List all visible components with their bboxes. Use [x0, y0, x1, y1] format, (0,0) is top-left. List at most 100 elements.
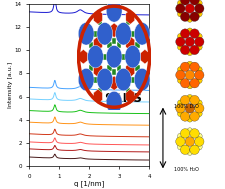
Circle shape [189, 45, 198, 55]
Circle shape [175, 70, 184, 80]
Circle shape [186, 0, 192, 1]
Circle shape [78, 68, 94, 91]
Circle shape [124, 46, 140, 68]
Circle shape [196, 100, 201, 106]
Polygon shape [93, 89, 102, 104]
Polygon shape [79, 49, 88, 64]
Circle shape [177, 67, 182, 73]
Circle shape [177, 100, 182, 106]
Circle shape [106, 46, 122, 68]
Circle shape [177, 44, 182, 50]
Circle shape [196, 11, 201, 17]
Circle shape [175, 104, 184, 113]
Polygon shape [126, 19, 130, 25]
Circle shape [134, 22, 149, 45]
Circle shape [180, 129, 189, 138]
Polygon shape [107, 65, 111, 71]
Circle shape [184, 37, 194, 46]
Text: 100% D₂O: 100% D₂O [173, 104, 198, 109]
Polygon shape [125, 36, 134, 51]
Circle shape [196, 0, 201, 6]
Circle shape [194, 37, 203, 46]
Circle shape [186, 28, 192, 34]
Circle shape [180, 45, 189, 55]
Circle shape [175, 137, 184, 146]
Circle shape [196, 144, 201, 150]
Circle shape [180, 112, 189, 121]
Polygon shape [130, 77, 134, 83]
Circle shape [78, 22, 94, 45]
Polygon shape [112, 69, 116, 75]
Polygon shape [93, 31, 97, 37]
Polygon shape [125, 89, 134, 104]
Polygon shape [130, 31, 134, 37]
Polygon shape [98, 19, 102, 25]
Circle shape [180, 95, 189, 105]
Polygon shape [93, 36, 102, 51]
Circle shape [97, 68, 112, 91]
Circle shape [115, 22, 131, 45]
Polygon shape [88, 42, 92, 48]
Circle shape [189, 95, 198, 105]
Circle shape [180, 0, 189, 5]
Circle shape [189, 0, 198, 5]
Polygon shape [116, 42, 120, 48]
Circle shape [106, 91, 122, 114]
Circle shape [189, 12, 198, 21]
Text: 100% H₂O: 100% H₂O [173, 167, 198, 172]
X-axis label: q [1/nm]: q [1/nm] [74, 180, 104, 187]
Circle shape [177, 111, 182, 117]
Circle shape [177, 133, 182, 139]
Polygon shape [125, 63, 134, 77]
Circle shape [97, 22, 112, 45]
Text: SANS: SANS [104, 92, 142, 105]
Circle shape [189, 145, 198, 154]
Circle shape [180, 78, 189, 88]
Circle shape [194, 4, 203, 13]
Circle shape [186, 83, 192, 89]
Circle shape [106, 0, 122, 22]
Circle shape [177, 33, 182, 39]
Circle shape [180, 29, 189, 38]
Polygon shape [88, 65, 92, 71]
Circle shape [175, 37, 184, 46]
Polygon shape [109, 100, 118, 114]
Polygon shape [112, 39, 116, 44]
Circle shape [177, 11, 182, 17]
Polygon shape [109, 0, 118, 14]
Circle shape [184, 4, 194, 13]
Circle shape [194, 137, 203, 146]
Circle shape [196, 133, 201, 139]
Polygon shape [140, 49, 149, 64]
Polygon shape [126, 88, 130, 94]
Circle shape [196, 33, 201, 39]
Circle shape [186, 61, 192, 67]
Circle shape [189, 129, 198, 138]
Polygon shape [125, 10, 134, 24]
Circle shape [180, 62, 189, 72]
Circle shape [186, 16, 192, 22]
Circle shape [180, 12, 189, 21]
Polygon shape [93, 77, 97, 83]
Polygon shape [102, 54, 106, 60]
Polygon shape [135, 65, 139, 71]
Circle shape [194, 70, 203, 80]
Polygon shape [93, 10, 102, 24]
Polygon shape [121, 54, 125, 60]
Circle shape [196, 67, 201, 73]
Polygon shape [116, 65, 120, 71]
Circle shape [186, 128, 192, 134]
Circle shape [189, 29, 198, 38]
Circle shape [177, 0, 182, 6]
Polygon shape [109, 23, 118, 37]
Circle shape [196, 77, 201, 83]
Circle shape [184, 104, 194, 113]
Circle shape [196, 44, 201, 50]
Polygon shape [98, 88, 102, 94]
Y-axis label: Intensity [a.u.]: Intensity [a.u.] [8, 62, 13, 108]
Polygon shape [93, 63, 102, 77]
Circle shape [134, 68, 149, 91]
Circle shape [189, 112, 198, 121]
Circle shape [189, 78, 198, 88]
Circle shape [175, 4, 184, 13]
